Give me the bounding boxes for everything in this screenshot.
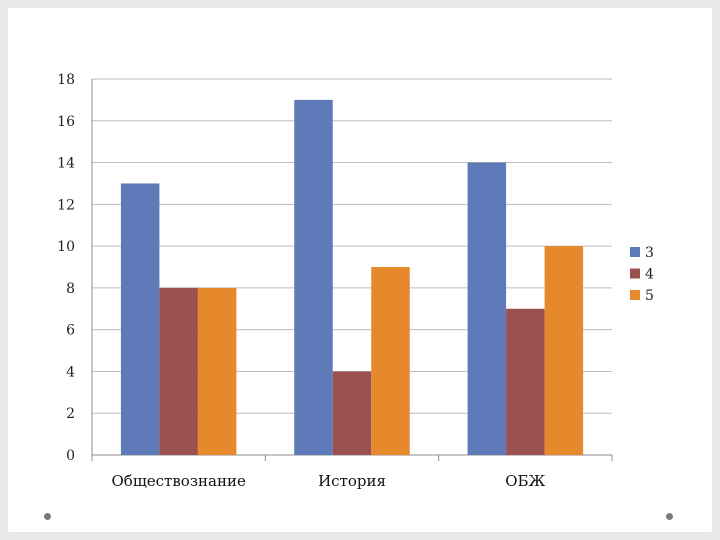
slide-corner-dot-right xyxy=(666,513,673,520)
x-tick-label: Обществознание xyxy=(112,472,246,490)
legend-label: 3 xyxy=(645,245,654,261)
y-tick-label: 12 xyxy=(57,197,75,213)
bars xyxy=(120,99,584,456)
x-tick-label: ОБЖ xyxy=(505,472,545,490)
y-tick-label: 14 xyxy=(57,156,75,172)
slide-corner-dot-left xyxy=(44,513,51,520)
legend: 3 4 5 xyxy=(630,245,654,304)
y-tick-label: 6 xyxy=(66,323,75,339)
legend-swatch-4 xyxy=(630,268,640,279)
bar-4 xyxy=(332,371,372,455)
bar-3 xyxy=(467,162,507,456)
legend-label: 5 xyxy=(645,288,654,304)
y-tick-labels: 0 2 4 6 8 10 12 14 16 18 xyxy=(57,72,75,464)
bar-4 xyxy=(159,287,198,455)
y-tick-label: 4 xyxy=(66,364,75,380)
y-tick-label: 16 xyxy=(57,114,75,130)
bar-5 xyxy=(544,246,584,455)
legend-swatch-3 xyxy=(630,247,640,257)
bar-3 xyxy=(120,183,160,455)
y-tick-label: 2 xyxy=(66,406,75,422)
bar-3 xyxy=(294,99,333,455)
y-tick-label: 18 xyxy=(57,72,75,88)
y-tick-label: 0 xyxy=(66,448,75,464)
legend-swatch-5 xyxy=(630,290,640,300)
legend-label: 4 xyxy=(645,267,654,283)
bar-5 xyxy=(371,267,410,455)
bar-4 xyxy=(506,308,545,455)
bar-5 xyxy=(197,287,237,455)
y-tick-label: 10 xyxy=(57,239,75,255)
y-tick-label: 8 xyxy=(66,281,75,297)
x-tick-label: История xyxy=(318,472,386,490)
x-tick-labels: Обществознание История ОБЖ xyxy=(112,472,546,490)
